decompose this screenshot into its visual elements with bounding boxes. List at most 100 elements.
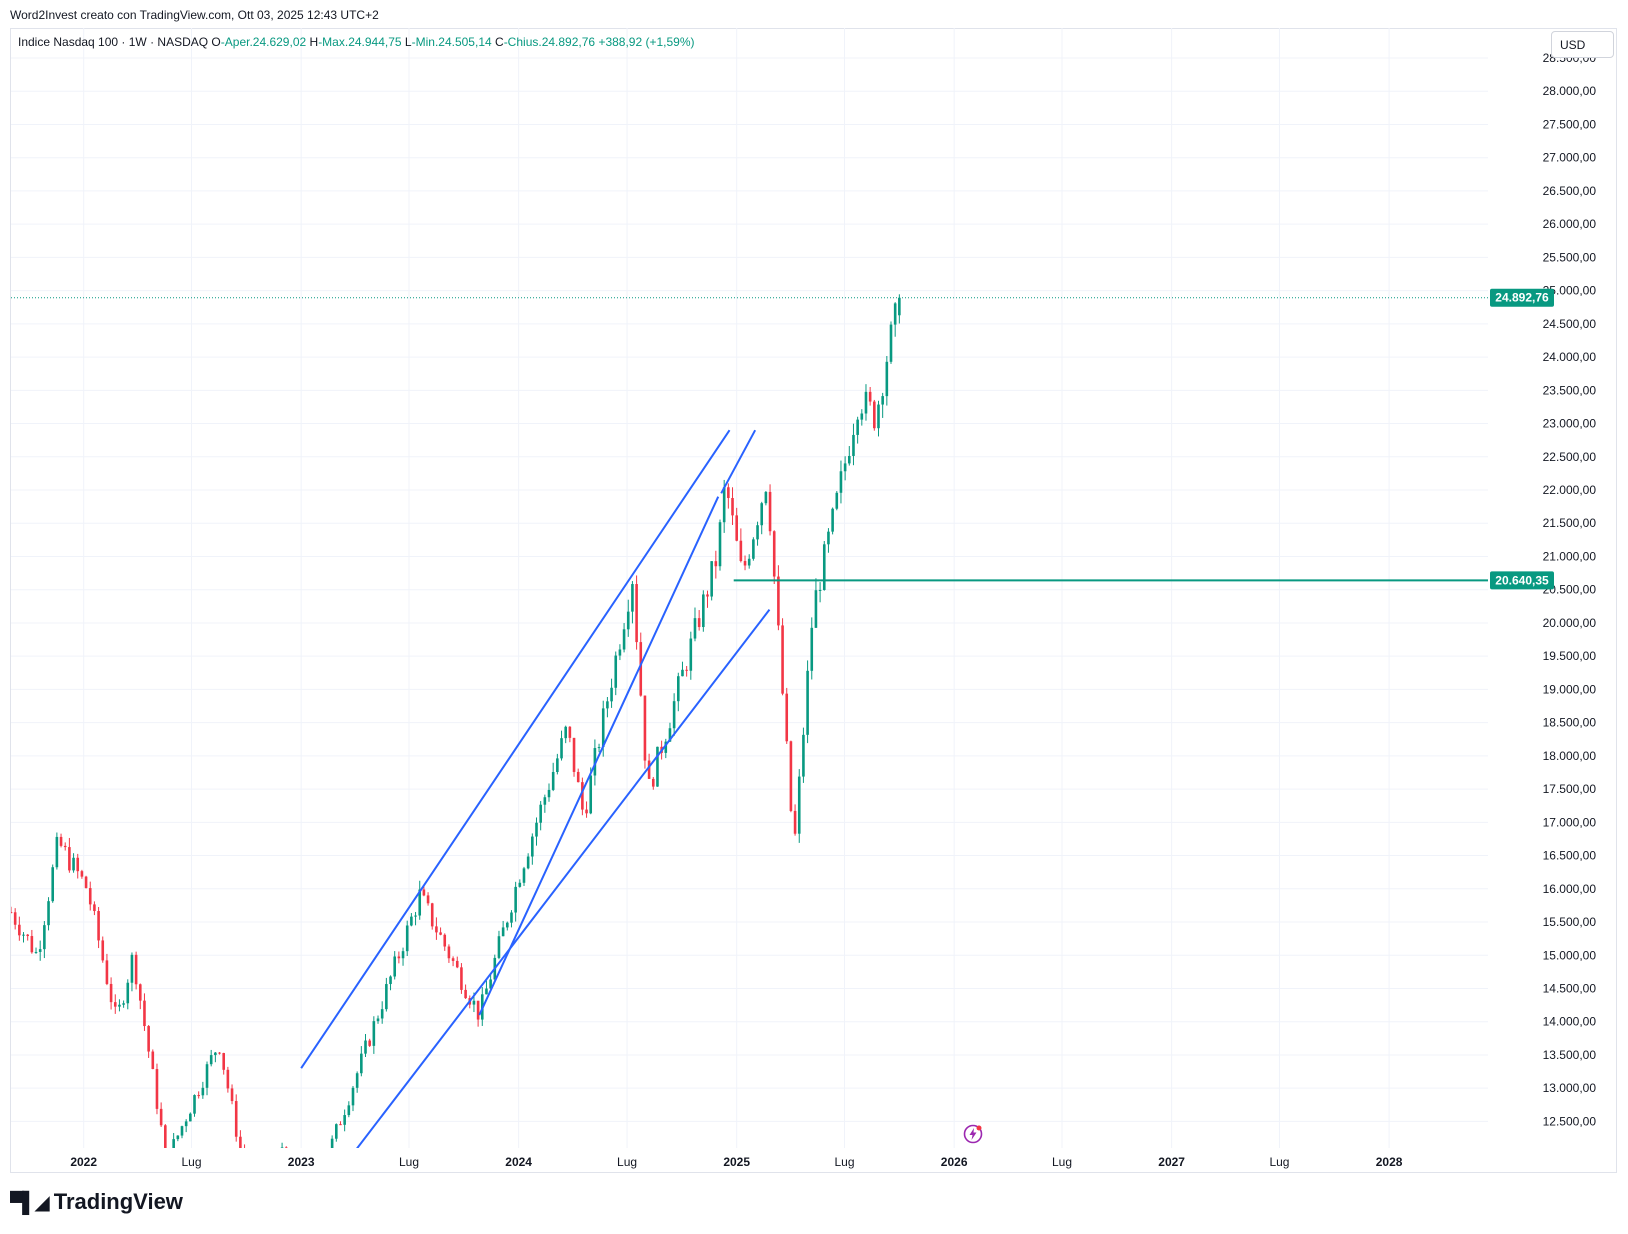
candle-body: [59, 836, 63, 846]
candle-body: [201, 1087, 205, 1096]
candle-body: [714, 561, 718, 567]
candle-body: [389, 976, 392, 985]
candle-body: [18, 924, 21, 936]
tradingview-brand[interactable]: ▀▌◢ TradingView: [10, 1189, 183, 1215]
candle-body: [11, 912, 13, 914]
y-tick-label: 21.000,00: [1543, 549, 1597, 563]
symbol-label[interactable]: Indice Nasdaq 100 · 1W · NASDAQ: [18, 35, 209, 49]
candle-body: [372, 1021, 376, 1046]
candle-body: [810, 627, 814, 671]
currency-button[interactable]: USD: [1551, 31, 1614, 58]
candle-body: [898, 297, 901, 316]
candle-body: [460, 967, 463, 990]
candle-body: [176, 1135, 180, 1140]
candle-body: [710, 561, 713, 597]
candle-body: [55, 836, 59, 868]
x-tick-label: Lug: [399, 1155, 419, 1169]
candle-body: [639, 642, 643, 696]
candle-body: [864, 391, 868, 414]
candle-body: [234, 1101, 238, 1137]
candle-body: [455, 960, 459, 968]
candle-body: [443, 934, 447, 947]
x-tick-label: Lug: [835, 1155, 855, 1169]
trendline: [478, 496, 720, 1016]
candle-body: [877, 404, 880, 429]
candle-body: [489, 979, 492, 989]
candle-body: [539, 804, 542, 823]
candle-body: [22, 934, 25, 936]
close-value: -Chius.24.892,76: [503, 35, 596, 49]
candle-body: [397, 956, 401, 959]
candle-body: [781, 625, 784, 694]
x-tick-label: 2027: [1158, 1155, 1185, 1169]
candle-body: [768, 491, 772, 532]
chart-frame: [10, 28, 1617, 1173]
candle-body: [43, 925, 46, 950]
candle-body: [718, 522, 722, 567]
candle-body: [847, 455, 851, 464]
high-label: H: [309, 35, 319, 49]
candle-body: [576, 771, 580, 783]
candle-body: [343, 1115, 346, 1125]
candle-body: [697, 618, 701, 628]
candle-body: [339, 1124, 342, 1126]
candle-body: [568, 726, 572, 738]
candle-body: [439, 932, 442, 935]
candle-body: [401, 951, 405, 959]
candle-body: [764, 491, 768, 504]
x-tick-label: 2026: [941, 1155, 968, 1169]
flash-icon[interactable]: [963, 1124, 983, 1144]
x-tick-label: Lug: [1269, 1155, 1289, 1169]
y-tick-label: 26.000,00: [1543, 217, 1597, 231]
candle-body: [551, 771, 555, 790]
candle-body: [51, 867, 55, 902]
candle-body: [501, 927, 505, 937]
candle-body: [302, 1206, 305, 1221]
candle-body: [735, 515, 738, 541]
y-tick-label: 17.500,00: [1543, 782, 1597, 796]
candle-body: [335, 1124, 338, 1139]
candle-body: [681, 669, 684, 677]
y-tick-label: 15.500,00: [1543, 915, 1597, 929]
candle-body: [606, 701, 609, 709]
candle-body: [706, 594, 709, 597]
y-tick-label: 14.000,00: [1543, 1015, 1597, 1029]
y-tick-label: 23.000,00: [1543, 417, 1597, 431]
low-label: L: [404, 35, 412, 49]
candle-body: [856, 419, 859, 435]
tradingview-logo-icon: ▀▌◢: [10, 1191, 50, 1214]
candle-body: [393, 956, 396, 977]
candle-body: [631, 584, 634, 612]
candle-body: [547, 789, 551, 798]
candle-body: [860, 413, 864, 420]
candle-body: [322, 1171, 325, 1185]
candle-body: [256, 1206, 259, 1210]
candle-body: [405, 925, 409, 952]
y-tick-label: 13.000,00: [1543, 1081, 1597, 1095]
candle-body: [635, 584, 638, 643]
candle-body: [685, 669, 688, 671]
candle-body: [868, 391, 872, 402]
candle-body: [209, 1055, 213, 1065]
candle-body: [743, 561, 747, 566]
candle-body: [239, 1136, 242, 1148]
candle-body: [93, 904, 96, 912]
candle-body: [113, 1002, 117, 1007]
y-tick-label: 18.000,00: [1543, 749, 1597, 763]
candle-body: [347, 1105, 351, 1116]
candle-body: [881, 396, 884, 405]
y-tick-label: 20.500,00: [1543, 583, 1597, 597]
candle-body: [118, 1004, 121, 1007]
low-value: -Min.24.505,14: [411, 35, 492, 49]
candle-body: [597, 747, 601, 749]
candles: [11, 294, 901, 1221]
candle-body: [664, 741, 668, 753]
candle-body: [651, 778, 655, 787]
candle-body: [130, 954, 134, 983]
candle-body: [385, 984, 388, 1010]
candle-body: [155, 1069, 159, 1109]
candle-body: [226, 1069, 230, 1089]
candle-body: [831, 508, 834, 532]
candle-body: [214, 1052, 217, 1056]
